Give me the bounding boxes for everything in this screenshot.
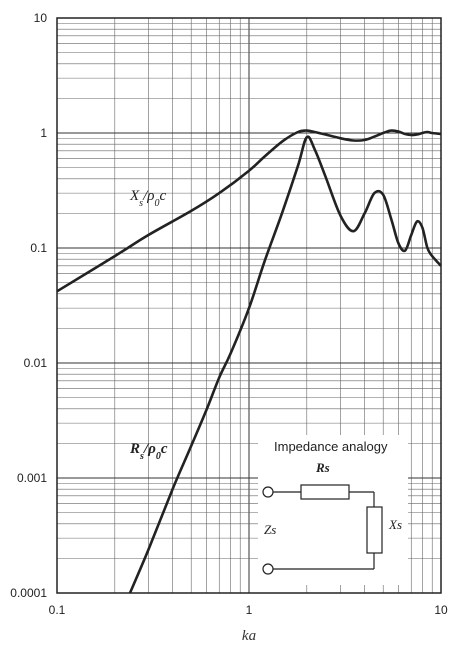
y-tick-label: 0.01	[24, 356, 48, 370]
series-group	[56, 129, 442, 594]
inset-zs-label: Zs	[264, 522, 276, 537]
y-tick-label: 1	[40, 126, 47, 140]
tick-labels: 0.0001 0.001 0.01 0.1 1 10 0.1 1 10	[10, 11, 448, 617]
terminal-bottom	[262, 563, 274, 575]
x-tick-label: 1	[246, 603, 253, 617]
x-axis-label: ka	[242, 628, 256, 644]
inset-title: Impedance analogy	[274, 439, 388, 454]
inset-background	[258, 435, 408, 585]
x-tick-label: 10	[434, 603, 448, 617]
axes	[56, 17, 442, 594]
plot-frame	[56, 17, 442, 594]
y-tick-label: 0.1	[30, 241, 47, 255]
x-tick-label: 0.1	[49, 603, 66, 617]
y-tick-label: 0.0001	[10, 586, 47, 600]
y-tick-label: 0.001	[17, 471, 47, 485]
inset-rs-label: Rs	[315, 460, 330, 475]
terminal-top	[262, 486, 274, 498]
inset-xs-label: Xs	[388, 517, 402, 532]
resistor-rs	[300, 484, 350, 500]
y-tick-label: 10	[34, 11, 48, 25]
xs-curve-label: Xs/ρ0c	[129, 188, 166, 209]
impedance-analogy-inset: Impedance analogy Rs Zs Xs	[258, 435, 408, 585]
xs-curve	[56, 129, 442, 293]
reactance-xs	[366, 506, 383, 554]
rs-curve	[128, 135, 442, 594]
rs-curve-label: Rs/ρ0c	[129, 441, 168, 462]
